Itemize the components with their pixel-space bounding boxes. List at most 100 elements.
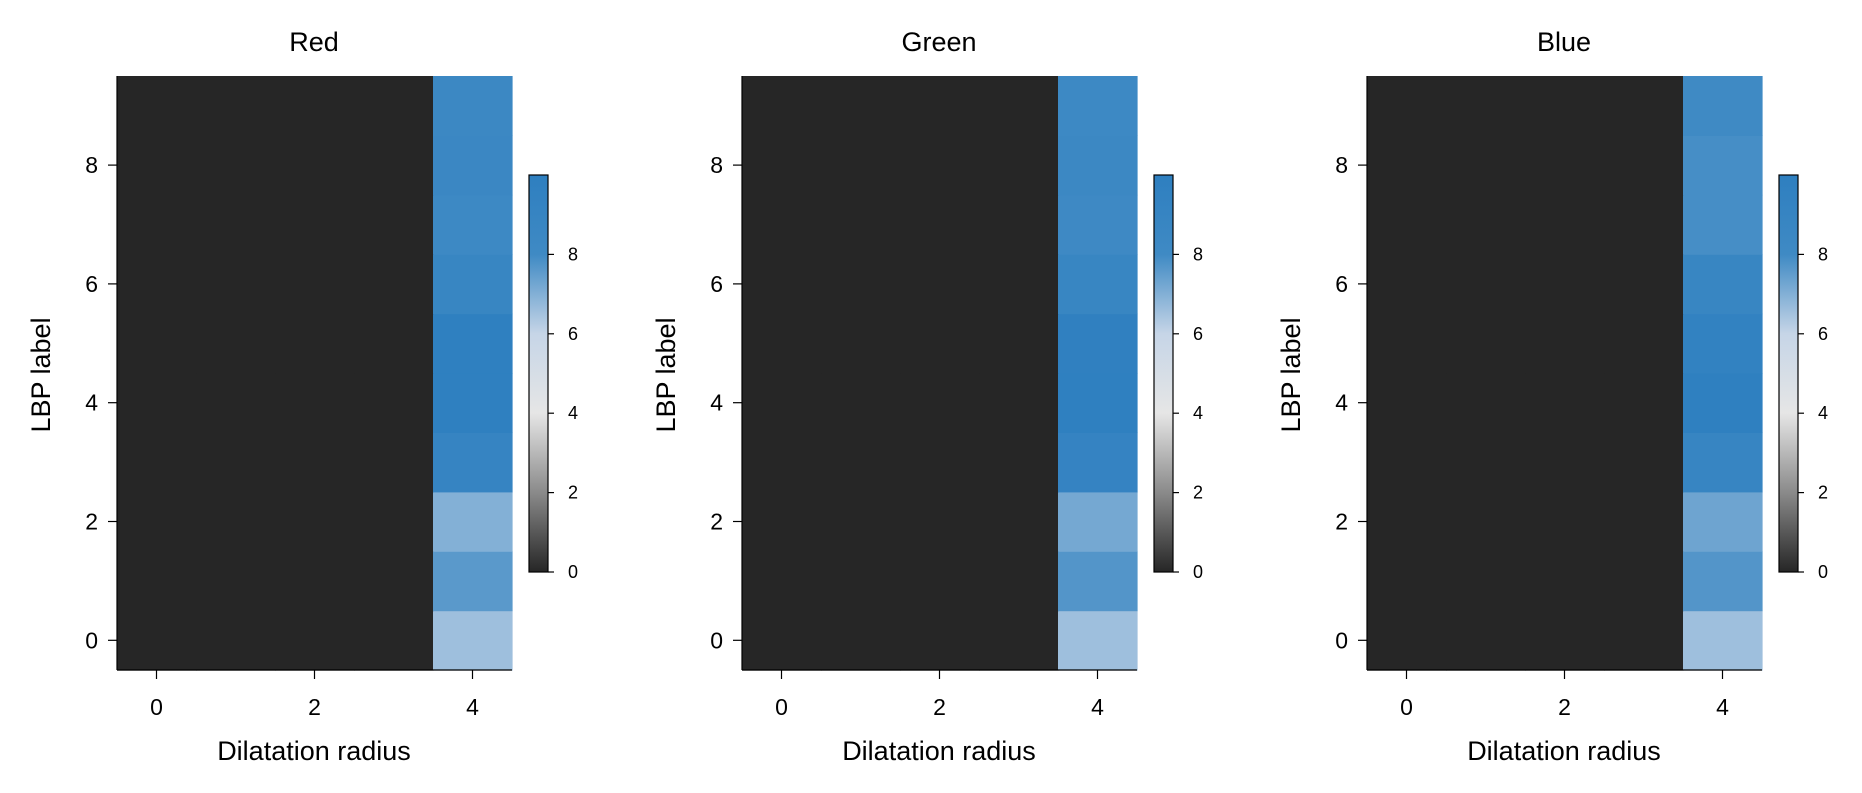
heatmap-cell — [196, 491, 276, 552]
x-tick-label: 4 — [1716, 694, 1729, 720]
heatmap-cell — [979, 194, 1059, 255]
heatmap-cell — [742, 313, 822, 374]
panel-red: Red Dilatation radius LBP label 0 2 4 0 2 4 6 8… — [26, 27, 578, 766]
heatmap-cell — [979, 491, 1059, 552]
y-tick-label: 0 — [710, 627, 723, 653]
heatmap-cell — [433, 135, 513, 196]
heatmap-cell — [354, 610, 434, 671]
heatmap-cell — [1446, 135, 1526, 196]
heatmap-cell — [979, 610, 1059, 671]
colorbar: 0 2 4 6 8 — [528, 174, 578, 582]
colorbar-tick-label: 2 — [1818, 483, 1828, 503]
heatmap-cell — [1446, 551, 1526, 612]
heatmap-cell — [1525, 373, 1605, 433]
colorbar-tick-label: 8 — [1818, 244, 1828, 264]
heatmap-cell — [117, 194, 197, 255]
heatmap-cell — [900, 254, 980, 315]
colorbar-tick-label: 6 — [568, 324, 578, 344]
x-axis-label: Dilatation radius — [842, 736, 1036, 766]
heatmap-cell — [354, 313, 434, 374]
heatmap-cell — [354, 194, 434, 255]
heatmap-cell — [821, 373, 901, 433]
heatmap-cell — [354, 254, 434, 315]
heatmap-cell — [1683, 254, 1763, 315]
heatmap-cell — [1525, 313, 1605, 374]
heatmap-cell — [742, 551, 822, 612]
heatmap-cell — [821, 491, 901, 552]
heatmap-cell — [196, 254, 276, 315]
heatmap-cell — [117, 254, 197, 315]
heatmap-cell — [275, 551, 355, 612]
heatmap-cell — [117, 135, 197, 196]
heatmap-cell — [433, 491, 513, 552]
heatmap-cell — [117, 373, 197, 433]
heatmap-cell — [1525, 432, 1605, 493]
colorbar-tick-label: 4 — [568, 403, 578, 423]
heatmap-cell — [1367, 194, 1447, 255]
y-tick-label: 6 — [1335, 271, 1348, 297]
heatmap-cell — [1604, 610, 1684, 671]
panel-blue: Blue Dilatation radius LBP label 0 2 4 0 2 4 6… — [1276, 27, 1828, 766]
heatmap-cell — [742, 254, 822, 315]
heatmap-cell — [1604, 551, 1684, 612]
panel-title: Red — [289, 27, 339, 57]
heatmap-cell — [1525, 254, 1605, 315]
heatmap-cell — [1683, 194, 1763, 255]
x-tick-label: 2 — [1558, 694, 1571, 720]
heatmap-cell — [354, 76, 434, 136]
heatmap-cell — [1446, 313, 1526, 374]
heatmap-cell — [742, 194, 822, 255]
heatmap-cell — [1683, 432, 1763, 493]
heatmap-cell — [196, 432, 276, 493]
heatmap-cell — [742, 373, 822, 433]
axes: 0 2 4 0 2 4 6 8 — [85, 76, 512, 720]
heatmap-cell — [1367, 313, 1447, 374]
heatmap-cell — [275, 76, 355, 136]
heatmap-cell — [433, 432, 513, 493]
y-tick-label: 4 — [710, 390, 723, 416]
heatmap-cell — [354, 551, 434, 612]
heatmap-cell — [354, 491, 434, 552]
heatmap-cell — [742, 491, 822, 552]
heatmap-cell — [1683, 610, 1763, 671]
heatmap-cell — [821, 432, 901, 493]
heatmap-cell — [1446, 432, 1526, 493]
heatmap-cell — [1058, 491, 1138, 552]
heatmap-cell — [1446, 76, 1526, 136]
heatmap-cell — [1058, 610, 1138, 671]
heatmap-cell — [117, 432, 197, 493]
heatmap-cell — [1058, 373, 1138, 433]
y-tick-label: 8 — [1335, 152, 1348, 178]
colorbar-tick-label: 0 — [1193, 562, 1203, 582]
heatmap-cell — [117, 491, 197, 552]
heatmap-cell — [1446, 254, 1526, 315]
heatmap-cell — [354, 432, 434, 493]
heatmap-cell — [354, 135, 434, 196]
heatmap-cell — [1058, 254, 1138, 315]
heatmap-cell — [821, 313, 901, 374]
colorbar-gradient — [528, 174, 549, 573]
heatmap-cell — [1604, 194, 1684, 255]
colorbar-tick-label: 4 — [1818, 403, 1828, 423]
heatmap-cell — [979, 135, 1059, 196]
y-axis-label: LBP label — [651, 317, 681, 432]
y-tick-label: 4 — [1335, 390, 1348, 416]
heatmap-cells — [117, 76, 513, 671]
heatmap-cell — [1525, 610, 1605, 671]
heatmap-cell — [117, 610, 197, 671]
colorbar-tick-label: 2 — [568, 483, 578, 503]
heatmap-cell — [196, 313, 276, 374]
heatmap-cell — [1058, 432, 1138, 493]
heatmap-cell — [196, 610, 276, 671]
heatmap-cell — [275, 373, 355, 433]
x-tick-label: 2 — [933, 694, 946, 720]
colorbar: 0 2 4 6 8 — [1778, 174, 1828, 582]
heatmap-cell — [1367, 551, 1447, 612]
heatmap-cell — [1525, 194, 1605, 255]
heatmap-cell — [275, 313, 355, 374]
x-axis-label: Dilatation radius — [1467, 736, 1661, 766]
heatmap-cell — [1446, 610, 1526, 671]
colorbar-gradient — [1778, 174, 1799, 573]
heatmap-cell — [433, 551, 513, 612]
heatmap-cell — [433, 76, 513, 136]
